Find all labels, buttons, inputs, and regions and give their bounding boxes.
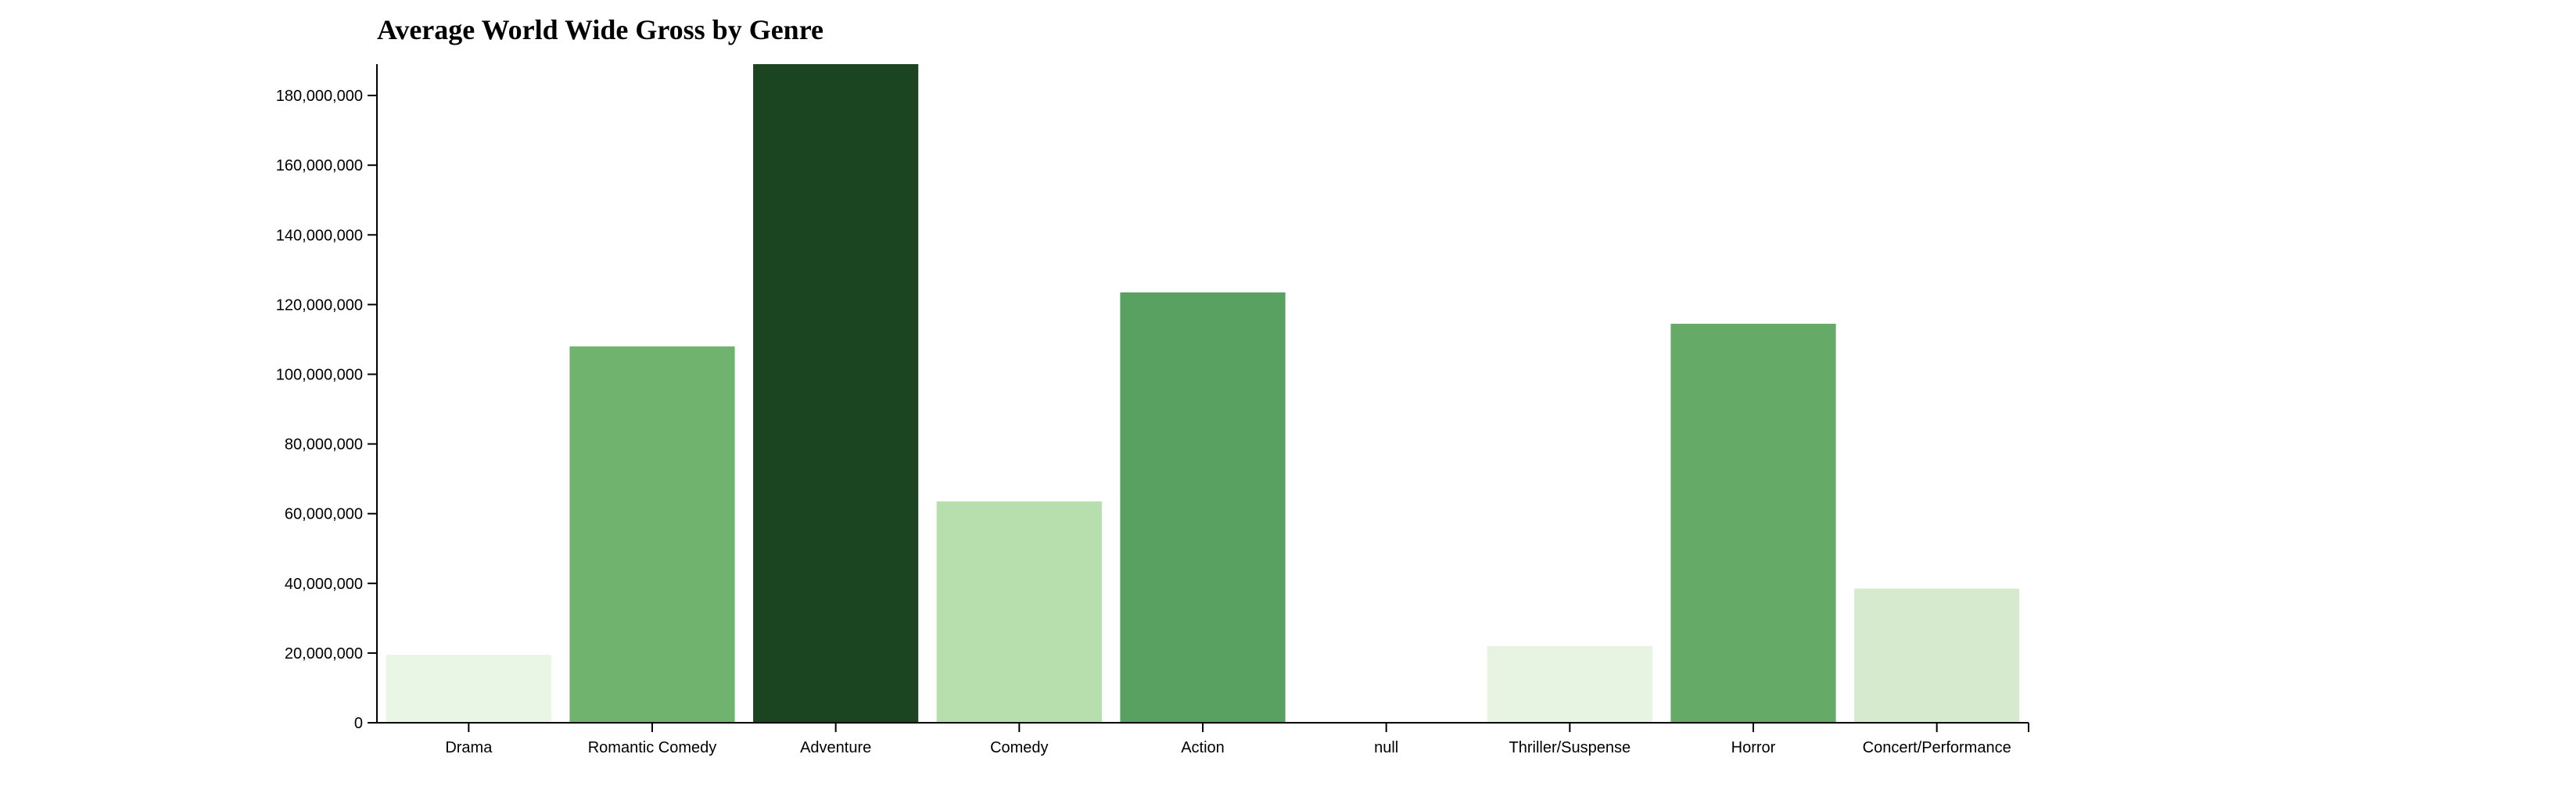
y-tick-label: 0 <box>354 715 363 732</box>
bar-drama <box>386 655 551 723</box>
y-tick-label: 140,000,000 <box>276 227 363 244</box>
y-tick-label: 100,000,000 <box>276 366 363 383</box>
y-tick-label: 120,000,000 <box>276 296 363 314</box>
x-tick-label: Concert/Performance <box>1863 739 2011 756</box>
bar-thriller-suspense <box>1487 645 1652 723</box>
x-tick-label: null <box>1374 739 1398 756</box>
y-tick-label: 160,000,000 <box>276 157 363 174</box>
y-tick-label: 60,000,000 <box>285 506 363 523</box>
bar-comedy <box>936 501 1102 723</box>
x-tick-label: Romantic Comedy <box>588 739 717 756</box>
bar-concert-performance <box>1854 588 2020 723</box>
x-tick-label: Thriller/Suspense <box>1509 739 1631 756</box>
bars-group <box>386 64 2020 723</box>
x-tick-label: Comedy <box>990 739 1048 756</box>
bar-romantic-comedy <box>569 346 735 723</box>
bar-horror <box>1670 323 1836 723</box>
x-tick-label: Action <box>1181 739 1225 756</box>
y-tick-label: 20,000,000 <box>285 645 363 663</box>
y-tick-label: 80,000,000 <box>285 436 363 454</box>
bar-adventure <box>753 64 919 723</box>
x-tick-label: Horror <box>1731 739 1776 756</box>
bar-action <box>1120 292 1286 723</box>
y-axis: 0 20,000,000 40,000,000 60,000,000 80,000,00… <box>276 64 378 732</box>
x-axis: Drama Romantic Comedy Adventure Comedy Actio… <box>377 722 2029 756</box>
y-tick-label: 40,000,000 <box>285 576 363 593</box>
x-tick-label: Adventure <box>800 739 871 756</box>
x-tick-label: Drama <box>445 739 493 756</box>
chart-title: Average World Wide Gross by Genre <box>377 14 823 45</box>
y-tick-label: 180,000,000 <box>276 88 363 105</box>
